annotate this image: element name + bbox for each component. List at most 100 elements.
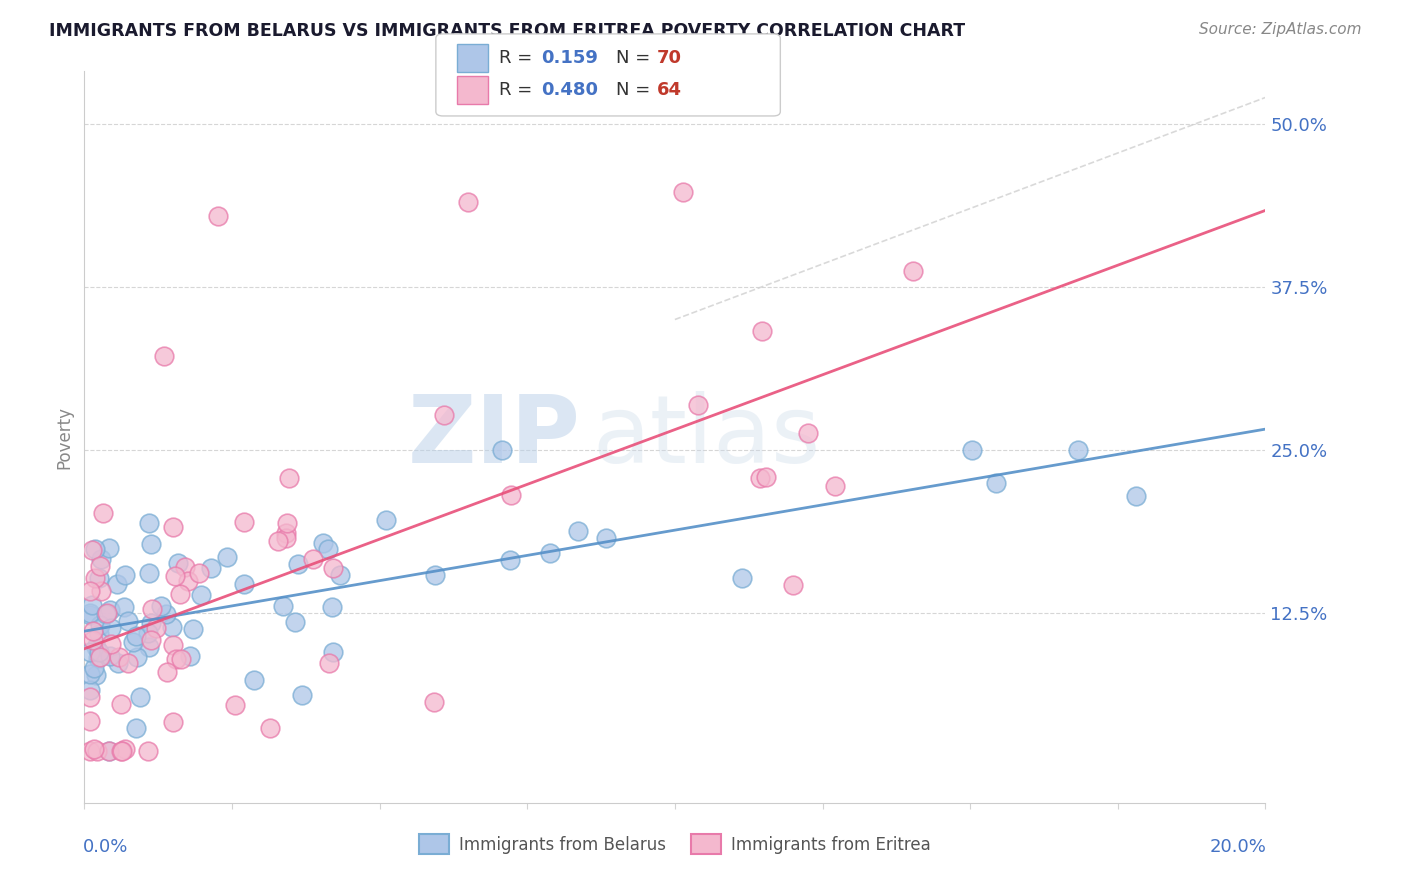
Legend: Immigrants from Belarus, Immigrants from Eritrea: Immigrants from Belarus, Immigrants from… <box>412 828 938 860</box>
Point <box>87 627 110 641</box>
Point <box>79 743 101 757</box>
Point <box>89 559 111 574</box>
Point <box>97 743 120 757</box>
Point <box>90 583 112 598</box>
Point <box>125 629 148 643</box>
Point <box>200 561 222 575</box>
Point <box>179 649 201 664</box>
Point <box>79 682 101 697</box>
Point <box>259 722 281 736</box>
Point <box>749 471 772 485</box>
Point <box>984 475 1007 490</box>
Point <box>124 721 146 735</box>
Point <box>84 542 107 557</box>
Point <box>233 515 256 529</box>
Point <box>155 607 177 621</box>
Point <box>82 624 104 639</box>
Point <box>83 742 105 756</box>
Point <box>567 524 589 538</box>
Text: IMMIGRANTS FROM BELARUS VS IMMIGRANTS FROM ERITREA POVERTY CORRELATION CHART: IMMIGRANTS FROM BELARUS VS IMMIGRANTS FR… <box>49 22 966 40</box>
Point <box>117 614 139 628</box>
Point <box>322 645 344 659</box>
Point <box>499 553 522 567</box>
Point <box>110 697 132 711</box>
Point <box>114 600 136 615</box>
Point <box>824 479 846 493</box>
Point <box>215 549 238 564</box>
Point <box>141 616 163 631</box>
Point <box>538 545 561 559</box>
Point <box>86 640 108 654</box>
Point <box>322 561 344 575</box>
Point <box>207 209 229 223</box>
Point <box>276 516 298 531</box>
Point <box>97 743 120 757</box>
Point <box>501 488 523 502</box>
Point <box>165 652 187 666</box>
Point <box>190 588 212 602</box>
Point <box>166 556 188 570</box>
Point <box>79 607 101 622</box>
Point <box>87 645 110 659</box>
Point <box>233 577 256 591</box>
Point <box>797 426 820 441</box>
Point <box>138 516 160 530</box>
Point <box>271 599 294 614</box>
Point <box>121 634 143 648</box>
Point <box>100 636 122 650</box>
Point <box>290 688 312 702</box>
Point <box>82 632 104 647</box>
Point <box>243 673 266 687</box>
Point <box>117 656 139 670</box>
Point <box>136 626 159 640</box>
Point <box>731 571 754 585</box>
Point <box>960 443 983 458</box>
Point <box>287 557 309 571</box>
Text: 64: 64 <box>657 81 682 99</box>
Point <box>751 324 773 338</box>
Point <box>79 714 101 728</box>
Point <box>183 623 205 637</box>
Text: 70: 70 <box>657 49 682 67</box>
Point <box>107 650 129 665</box>
Point <box>284 615 307 629</box>
Point <box>129 690 152 704</box>
Point <box>321 600 343 615</box>
Point <box>94 607 117 621</box>
Text: 0.159: 0.159 <box>541 49 598 67</box>
Point <box>86 650 108 665</box>
Point <box>152 350 174 364</box>
Point <box>433 409 456 423</box>
Point <box>457 194 479 209</box>
Point <box>782 578 804 592</box>
Point <box>100 621 122 635</box>
Y-axis label: Poverty: Poverty <box>55 406 73 468</box>
Point <box>177 574 200 589</box>
Text: N =: N = <box>616 81 655 99</box>
Point <box>96 606 118 620</box>
Point <box>89 650 111 665</box>
Point <box>80 598 103 612</box>
Point <box>111 743 134 757</box>
Point <box>672 185 695 199</box>
Point <box>156 665 179 680</box>
Point <box>312 536 335 550</box>
Point <box>150 599 173 613</box>
Point <box>139 537 162 551</box>
Point <box>86 743 108 757</box>
Point <box>141 632 163 647</box>
Point <box>97 541 120 556</box>
Point <box>1067 443 1090 458</box>
Point <box>138 566 160 580</box>
Point <box>595 531 617 545</box>
Point <box>170 651 193 665</box>
Point <box>136 743 159 757</box>
Point <box>82 543 104 558</box>
Point <box>224 698 246 712</box>
Point <box>79 667 101 681</box>
Text: 20.0%: 20.0% <box>1209 838 1267 856</box>
Text: N =: N = <box>616 49 655 67</box>
Point <box>422 695 444 709</box>
Point <box>107 656 129 670</box>
Point <box>141 602 163 616</box>
